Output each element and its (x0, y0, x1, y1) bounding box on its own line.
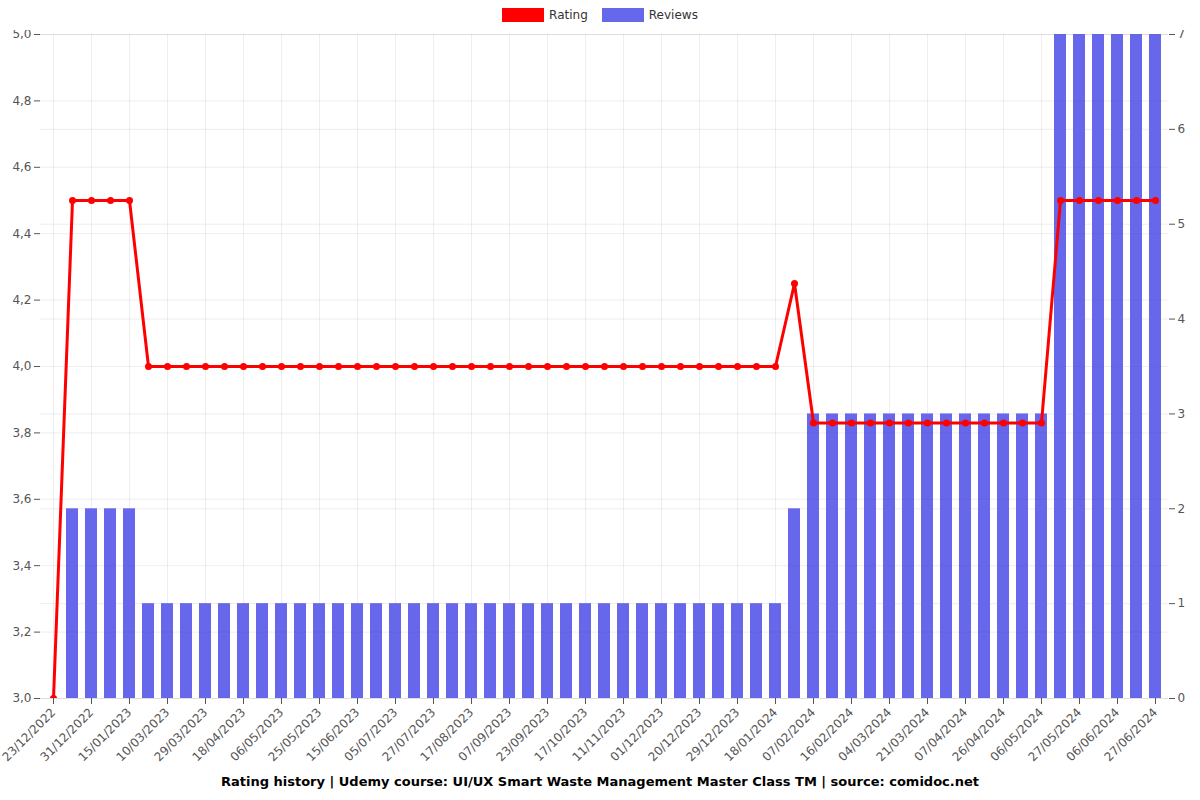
svg-text:4,6: 4,6 (12, 160, 31, 174)
svg-text:06/05/2024: 06/05/2024 (987, 705, 1047, 765)
svg-text:27/06/2024: 27/06/2024 (1102, 705, 1161, 764)
svg-text:4,2: 4,2 (12, 293, 31, 307)
svg-text:27/07/2023: 27/07/2023 (379, 705, 439, 765)
svg-text:15/06/2023: 15/06/2023 (303, 705, 363, 765)
svg-text:16/02/2024: 16/02/2024 (797, 705, 857, 765)
svg-text:01/12/2023: 01/12/2023 (607, 705, 667, 765)
svg-text:15/01/2023: 15/01/2023 (75, 705, 135, 765)
svg-text:5,0: 5,0 (12, 30, 31, 41)
svg-text:06/05/2023: 06/05/2023 (227, 705, 287, 765)
svg-text:27/05/2024: 27/05/2024 (1025, 705, 1085, 765)
html-text:Reviews: Reviews (648, 8, 698, 22)
svg-text:4,4: 4,4 (12, 227, 31, 241)
svg-text:29/12/2023: 29/12/2023 (683, 705, 743, 765)
html-text:Rating history | Udemy course:: Rating history | Udemy course: UI/UX Sma… (221, 774, 979, 789)
svg-text:3,8: 3,8 (12, 426, 31, 440)
svg-text:20/12/2023: 20/12/2023 (645, 705, 705, 765)
svg-text:3,2: 3,2 (12, 625, 31, 639)
svg-text:21/03/2024: 21/03/2024 (873, 705, 933, 765)
svg-text:4,0: 4,0 (12, 359, 31, 373)
svg-text:5: 5 (1178, 217, 1186, 231)
html-text:Rating: Rating (549, 8, 588, 22)
svg-text:7: 7 (1178, 30, 1186, 41)
svg-text:25/05/2023: 25/05/2023 (265, 705, 325, 765)
svg-text:1: 1 (1178, 596, 1186, 610)
svg-text:4: 4 (1178, 312, 1186, 326)
svg-text:07/02/2024: 07/02/2024 (759, 705, 819, 765)
svg-text:3,6: 3,6 (12, 492, 31, 506)
svg-text:23/09/2023: 23/09/2023 (493, 705, 553, 765)
svg-text:05/07/2023: 05/07/2023 (341, 705, 401, 765)
svg-text:6: 6 (1178, 122, 1186, 136)
svg-text:2: 2 (1178, 502, 1186, 516)
svg-text:3,0: 3,0 (12, 691, 31, 705)
svg-text:07/04/2024: 07/04/2024 (911, 705, 971, 765)
svg-text:04/03/2024: 04/03/2024 (835, 705, 895, 765)
svg-text:17/08/2023: 17/08/2023 (417, 705, 477, 765)
svg-text:06/06/2024: 06/06/2024 (1063, 705, 1123, 765)
svg-text:18/01/2024: 18/01/2024 (721, 705, 781, 765)
svg-text:0: 0 (1178, 691, 1186, 705)
svg-text:4,8: 4,8 (12, 94, 31, 108)
svg-text:11/11/2023: 11/11/2023 (569, 705, 629, 765)
svg-text:18/04/2023: 18/04/2023 (189, 705, 249, 765)
svg-text:31/12/2022: 31/12/2022 (37, 705, 97, 765)
svg-text:3,4: 3,4 (12, 559, 31, 573)
svg-text:10/03/2023: 10/03/2023 (113, 705, 173, 765)
svg-text:29/03/2023: 29/03/2023 (151, 705, 211, 765)
svg-text:17/10/2023: 17/10/2023 (531, 705, 591, 765)
svg-text:26/04/2024: 26/04/2024 (949, 705, 1009, 765)
svg-text:07/09/2023: 07/09/2023 (455, 705, 515, 765)
svg-text:3: 3 (1178, 407, 1186, 421)
